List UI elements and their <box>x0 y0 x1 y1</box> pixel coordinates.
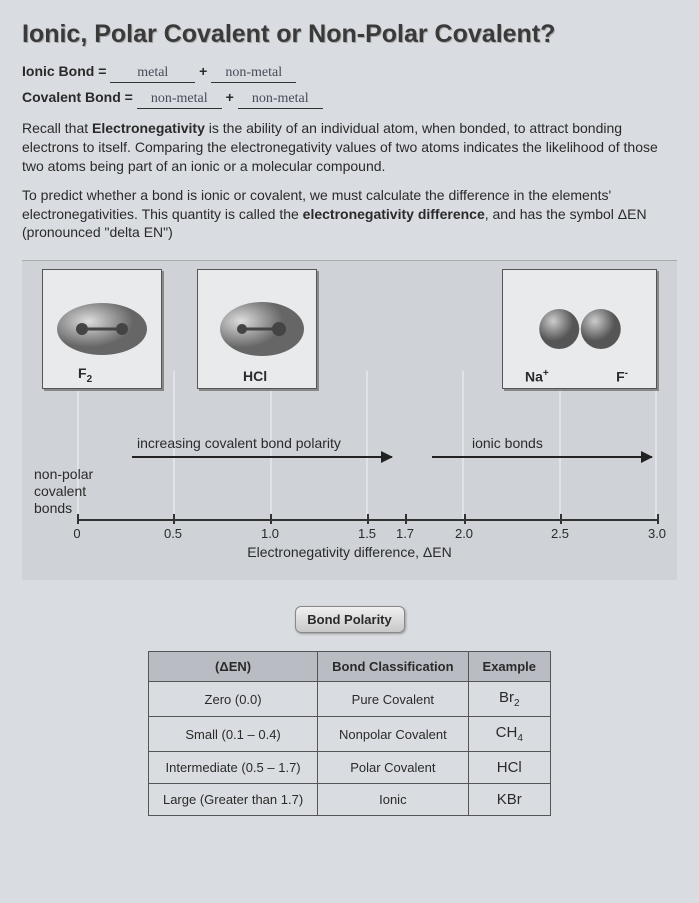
axis-tick-label: 1.0 <box>261 526 279 541</box>
table-header-row: (ΔEN) Bond Classification Example <box>148 652 550 682</box>
th-class: Bond Classification <box>318 652 468 682</box>
axis-tick <box>560 514 562 524</box>
axis-tick <box>270 514 272 524</box>
cell-en: Large (Greater than 1.7) <box>148 784 317 816</box>
cell-example: CH4 <box>468 717 550 752</box>
axis-tick-label: 0 <box>73 526 80 541</box>
arrow2-label: ionic bonds <box>472 435 543 451</box>
axis-tick <box>464 514 466 524</box>
covalent-label: Covalent Bond = <box>22 89 133 105</box>
cell-example: Br2 <box>468 682 550 717</box>
covalent-fill-1: non-metal <box>137 91 222 109</box>
paragraph-1: Recall that Electronegativity is the abi… <box>22 119 677 176</box>
para1a: Recall that <box>22 120 92 136</box>
table-row: Zero (0.0)Pure CovalentBr2 <box>148 682 550 717</box>
arrow-ionic <box>432 456 652 458</box>
cell-en: Small (0.1 – 0.4) <box>148 717 317 752</box>
f-label: F- <box>616 368 628 385</box>
example-f2: F2 <box>42 269 162 389</box>
ionic-label: Ionic Bond = <box>22 63 106 79</box>
para1-bold: Electronegativity <box>92 120 205 136</box>
f2-molecule-icon <box>52 294 152 364</box>
nonpolar-label: non-polar covalent bonds <box>34 466 93 516</box>
cell-example: KBr <box>468 784 550 816</box>
plus-2: + <box>226 89 234 105</box>
cell-class: Polar Covalent <box>318 752 468 784</box>
na-label: Na+ <box>525 368 549 385</box>
axis-title: Electronegativity difference, ΔEN <box>22 544 677 560</box>
en-chart: F2 HCl Na+ F- increasing covalent bond p… <box>22 260 677 580</box>
paragraph-2: To predict whether a bond is ionic or co… <box>22 186 677 243</box>
cell-class: Nonpolar Covalent <box>318 717 468 752</box>
ionic-bond-line: Ionic Bond = metal + non-metal <box>22 63 677 83</box>
hcl-label: HCl <box>243 368 267 384</box>
axis-tick-label: 2.5 <box>551 526 569 541</box>
arrow-covalent <box>132 456 392 458</box>
bond-polarity-button[interactable]: Bond Polarity <box>295 606 405 633</box>
para2-bold: electronegativity difference <box>303 206 485 222</box>
covalent-fill-2: non-metal <box>238 91 323 109</box>
axis-tick-label: 0.5 <box>164 526 182 541</box>
cell-en: Intermediate (0.5 – 1.7) <box>148 752 317 784</box>
axis-tick-label: 2.0 <box>455 526 473 541</box>
axis-tick-label: 1.5 <box>358 526 376 541</box>
axis-tick <box>657 514 659 524</box>
hcl-molecule-icon <box>207 294 307 364</box>
table-row: Large (Greater than 1.7)IonicKBr <box>148 784 550 816</box>
axis-tick <box>77 514 79 524</box>
axis-tick-label: 3.0 <box>648 526 666 541</box>
ionic-fill-1: metal <box>110 65 195 83</box>
classification-table: (ΔEN) Bond Classification Example Zero (… <box>148 651 551 816</box>
axis-tick <box>367 514 369 524</box>
axis-tick <box>173 514 175 524</box>
example-hcl: HCl <box>197 269 317 389</box>
table-row: Intermediate (0.5 – 1.7)Polar CovalentHC… <box>148 752 550 784</box>
page-title: Ionic, Polar Covalent or Non-Polar Coval… <box>22 20 677 49</box>
f2-label: F2 <box>78 365 92 385</box>
ionic-fill-2: non-metal <box>211 65 296 83</box>
cell-class: Pure Covalent <box>318 682 468 717</box>
covalent-bond-line: Covalent Bond = non-metal + non-metal <box>22 89 677 109</box>
cell-en: Zero (0.0) <box>148 682 317 717</box>
table-row: Small (0.1 – 0.4)Nonpolar CovalentCH4 <box>148 717 550 752</box>
plus-1: + <box>199 63 207 79</box>
axis-tick-label: 1.7 <box>396 526 414 541</box>
th-en: (ΔEN) <box>148 652 317 682</box>
cell-class: Ionic <box>318 784 468 816</box>
th-example: Example <box>468 652 550 682</box>
naf-ions-icon <box>530 294 630 364</box>
axis-tick <box>405 514 407 524</box>
cell-example: HCl <box>468 752 550 784</box>
arrow1-label: increasing covalent bond polarity <box>137 435 341 451</box>
example-naf: Na+ F- <box>502 269 657 389</box>
